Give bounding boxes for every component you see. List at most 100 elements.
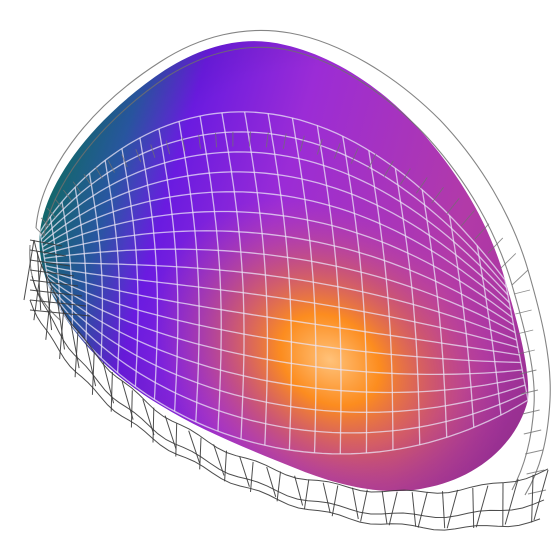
skirt-rib xyxy=(360,489,368,522)
skirt-rib xyxy=(29,249,67,257)
shell-rib xyxy=(487,237,504,254)
shell-rib xyxy=(282,133,287,149)
surface-grid-line-v xyxy=(49,291,529,455)
skirt-rib xyxy=(74,331,79,378)
shell-rib xyxy=(46,207,56,218)
skirt-rib xyxy=(142,399,155,436)
shell-rib xyxy=(431,187,444,204)
surface-grid-line-v xyxy=(45,265,519,349)
shell-rib xyxy=(350,147,359,164)
skirt-rib xyxy=(164,415,177,450)
surface-grid-line-v xyxy=(40,131,507,288)
skirt-rib xyxy=(224,450,227,482)
shell-rib xyxy=(500,253,517,269)
skirt-rib xyxy=(175,423,178,457)
skirt-rib xyxy=(303,479,310,510)
surface-grid-line-v xyxy=(39,111,506,281)
skirt-rib xyxy=(59,310,65,359)
shell-rib xyxy=(150,144,156,158)
surface-grid-line-v xyxy=(48,287,527,434)
skirt-rib xyxy=(85,342,97,387)
shell-rib xyxy=(415,177,428,194)
shell-rib xyxy=(522,409,540,415)
surface-grid-lines xyxy=(39,111,529,455)
shell-rib xyxy=(107,160,115,173)
skirt-rib xyxy=(152,407,155,443)
shell-rib xyxy=(516,329,534,335)
shell-rib xyxy=(527,489,547,495)
shell-rib xyxy=(474,223,490,240)
surface-grid-line-v xyxy=(42,191,512,311)
skirt-rib xyxy=(33,264,42,321)
shell-rib xyxy=(446,198,460,215)
shell-rib xyxy=(383,160,394,177)
skirt-rib xyxy=(239,456,250,487)
skirt-rib xyxy=(472,487,475,529)
skirt-rib xyxy=(381,490,388,524)
surface-grid-line-v xyxy=(41,171,510,303)
skirt-rib xyxy=(352,487,359,520)
shell-rib xyxy=(249,131,251,147)
shell-rib xyxy=(525,449,543,455)
skirt-rib xyxy=(45,287,52,340)
shell-rib xyxy=(95,166,103,179)
skirt-rib xyxy=(29,309,91,317)
shell-rib xyxy=(165,140,171,155)
skirt-rib xyxy=(110,372,113,412)
skirt-rib xyxy=(130,390,133,428)
shell-rib xyxy=(400,168,411,185)
shell-rib xyxy=(316,138,323,155)
skirt-rib xyxy=(29,279,79,287)
wireframe-lower-skirt xyxy=(23,239,549,531)
skirt-rib xyxy=(294,475,304,506)
wireframe-shell-ribs xyxy=(35,131,547,495)
skirt-rib xyxy=(70,321,80,369)
surface-grid-line-v xyxy=(47,276,523,376)
surface-grid-line-v xyxy=(43,230,514,326)
skirt-rib xyxy=(188,430,201,464)
shell-rib xyxy=(518,349,535,355)
shell-rib xyxy=(40,217,50,227)
shell-rib xyxy=(460,210,475,227)
skirt-rib xyxy=(388,491,398,526)
shell-rib xyxy=(515,309,532,315)
surface-grid-line-v xyxy=(47,280,524,394)
shell-rib xyxy=(299,135,305,152)
surface-grid-line-v xyxy=(42,210,513,319)
shell-rib xyxy=(523,429,542,435)
surface-grid-line-v xyxy=(40,151,509,296)
shell-rib xyxy=(83,173,92,186)
skirt-rib xyxy=(29,259,71,267)
surface-grid-line-v xyxy=(44,248,516,334)
shell-rib xyxy=(513,289,531,295)
shell-rib xyxy=(121,154,128,168)
skirt-rib xyxy=(531,474,534,523)
skirt-rib xyxy=(276,471,281,502)
shell-rib xyxy=(181,137,186,152)
surface-grid-line-v xyxy=(48,284,526,413)
skirt-rib xyxy=(266,466,277,497)
skirt-rib xyxy=(411,492,417,527)
skirt-rib xyxy=(91,352,95,395)
shell-rib xyxy=(265,132,269,148)
skirt-rib xyxy=(322,482,331,514)
skirt-rib xyxy=(56,298,65,350)
skirt-rib xyxy=(331,485,339,517)
colored-surface xyxy=(39,41,529,492)
shell-rib xyxy=(519,369,537,375)
skirt-rib xyxy=(29,269,75,277)
shell-rib xyxy=(198,134,201,149)
surface-grid-line-v xyxy=(44,261,517,341)
skirt-rib xyxy=(475,485,489,528)
skirt-rib xyxy=(504,478,519,525)
shell-rib xyxy=(135,149,142,163)
shell-rib xyxy=(367,153,377,170)
skirt-rib xyxy=(213,444,225,476)
skirt-rib xyxy=(45,275,53,331)
skirt-rib xyxy=(199,437,202,470)
skirt-rib xyxy=(250,461,254,492)
skirt-rib xyxy=(29,299,87,307)
shell-rib xyxy=(54,198,64,209)
shell-rib xyxy=(215,132,217,148)
